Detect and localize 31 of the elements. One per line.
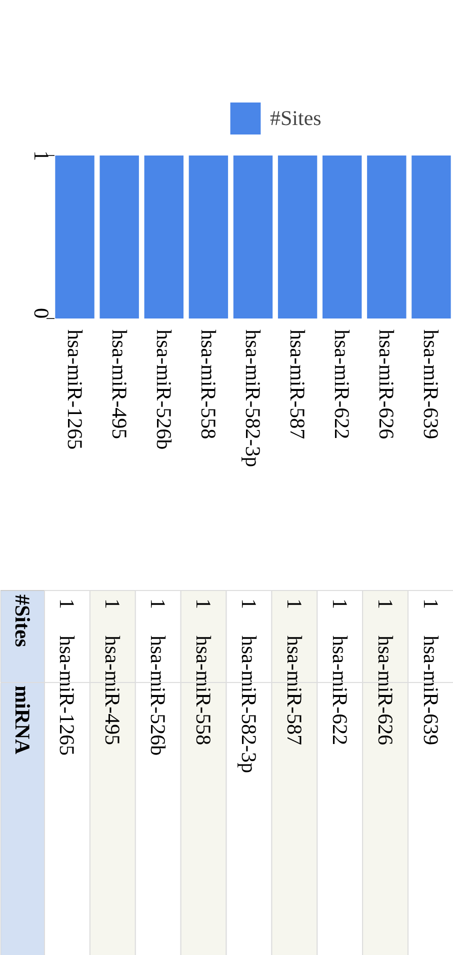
- x-tick-label: hsa-miR-526b: [152, 330, 176, 450]
- text: 1: [328, 598, 352, 609]
- legend-label: #Sites: [270, 106, 322, 130]
- text: hsa-miR-495: [100, 636, 125, 746]
- text: hsa-miR-587: [282, 636, 306, 746]
- text: hsa-miR-1265: [55, 636, 80, 756]
- x-tick-label: hsa-miR-639: [419, 330, 444, 440]
- text: 1: [373, 598, 398, 609]
- text: 1: [55, 598, 80, 609]
- y-tick-label: 0: [30, 308, 54, 318]
- text: miRNA: [10, 686, 34, 756]
- text: 1: [237, 598, 261, 609]
- x-tick-label: hsa-miR-1265: [62, 330, 87, 450]
- text: hsa-miR-626: [373, 636, 398, 746]
- x-tick-label: hsa-miR-622: [330, 330, 354, 440]
- x-tick-label: hsa-miR-626: [374, 330, 399, 440]
- x-tick-label: hsa-miR-582-3p: [241, 330, 265, 468]
- text: 1: [100, 598, 125, 609]
- text: hsa-miR-558: [192, 636, 216, 746]
- text: hsa-miR-639: [418, 636, 443, 746]
- x-tick-label: hsa-miR-558: [196, 330, 220, 440]
- text: 1: [146, 598, 170, 609]
- text: 1: [282, 598, 306, 609]
- text: hsa-miR-526b: [146, 636, 170, 756]
- x-tick-label: hsa-miR-587: [286, 330, 310, 440]
- x-tick-label: hsa-miR-495: [107, 330, 132, 440]
- text: #Sites: [10, 594, 34, 647]
- text: 1: [192, 598, 216, 609]
- text: hsa-miR-622: [328, 636, 352, 746]
- text: 1: [418, 598, 443, 609]
- text: hsa-miR-582-3p: [237, 636, 261, 774]
